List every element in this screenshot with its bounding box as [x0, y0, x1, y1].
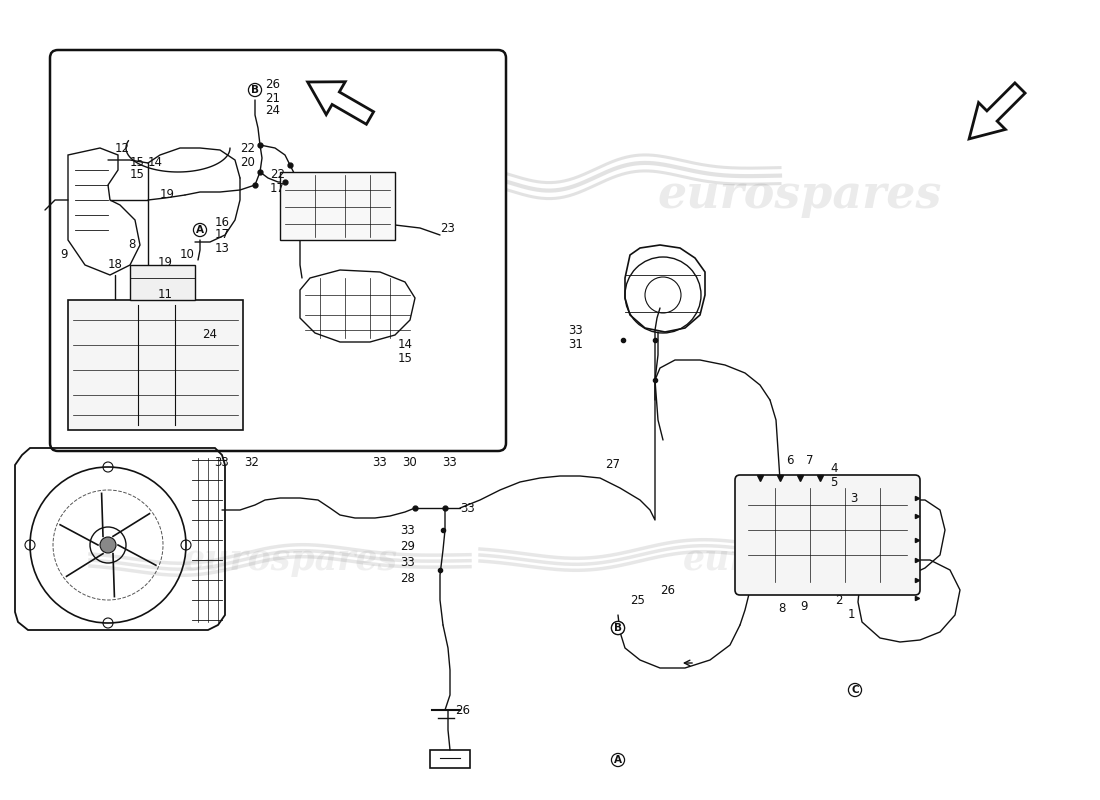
Text: 33: 33: [214, 457, 230, 470]
Text: 15: 15: [398, 351, 412, 365]
Text: 9: 9: [60, 249, 67, 262]
Text: 19: 19: [160, 189, 175, 202]
Text: C: C: [851, 685, 859, 695]
Text: 17: 17: [270, 182, 285, 194]
Text: 30: 30: [403, 457, 417, 470]
Bar: [280, 172, 395, 240]
Text: 5: 5: [830, 475, 837, 489]
Text: 24: 24: [202, 329, 217, 342]
Text: 26: 26: [660, 583, 675, 597]
Bar: [130, 265, 195, 300]
Bar: [68, 300, 243, 430]
Text: 28: 28: [400, 571, 415, 585]
Text: B: B: [614, 623, 622, 633]
Text: 10: 10: [180, 249, 195, 262]
Text: 8: 8: [128, 238, 135, 251]
Text: 16: 16: [214, 215, 230, 229]
Text: 6: 6: [786, 454, 794, 466]
Text: B: B: [614, 623, 622, 633]
Circle shape: [100, 537, 116, 553]
Text: 17: 17: [214, 229, 230, 242]
Text: 22: 22: [240, 142, 255, 154]
Text: 20: 20: [240, 155, 255, 169]
Text: 11: 11: [158, 289, 173, 302]
Text: 31: 31: [568, 338, 583, 350]
FancyBboxPatch shape: [50, 50, 506, 451]
Text: 7: 7: [806, 454, 814, 466]
Text: 13: 13: [214, 242, 230, 254]
Text: 15: 15: [130, 169, 145, 182]
Text: eurospares: eurospares: [183, 543, 397, 577]
Text: 18: 18: [108, 258, 123, 271]
Text: 33: 33: [460, 502, 475, 514]
Text: A: A: [614, 755, 622, 765]
Text: 19: 19: [158, 255, 173, 269]
Text: 3: 3: [850, 491, 857, 505]
FancyBboxPatch shape: [735, 475, 920, 595]
Polygon shape: [308, 82, 374, 124]
Text: 21: 21: [265, 91, 280, 105]
Text: 24: 24: [265, 105, 280, 118]
Text: 33: 33: [400, 523, 415, 537]
Text: 12: 12: [116, 142, 130, 154]
Text: 14: 14: [398, 338, 412, 351]
Text: 29: 29: [400, 539, 415, 553]
Text: 33: 33: [442, 457, 458, 470]
Text: 4: 4: [830, 462, 837, 474]
Text: 33: 33: [568, 323, 583, 337]
Text: 14: 14: [148, 155, 163, 169]
Text: 26: 26: [455, 703, 470, 717]
Text: 2: 2: [835, 594, 843, 606]
Text: eurospares: eurospares: [658, 172, 943, 218]
Text: 22: 22: [270, 169, 285, 182]
Text: 1: 1: [848, 607, 856, 621]
Text: B: B: [251, 85, 258, 95]
Text: 27: 27: [605, 458, 620, 471]
Text: 23: 23: [440, 222, 455, 234]
Text: 33: 33: [400, 555, 415, 569]
Polygon shape: [969, 83, 1025, 139]
Text: A: A: [196, 225, 204, 235]
Text: 8: 8: [778, 602, 785, 614]
Text: 33: 33: [373, 457, 387, 470]
Text: 26: 26: [265, 78, 280, 91]
Text: 9: 9: [800, 599, 807, 613]
Text: 25: 25: [630, 594, 645, 606]
Text: eurospares: eurospares: [682, 543, 898, 577]
Text: 15: 15: [130, 155, 145, 169]
Text: 32: 32: [244, 457, 260, 470]
